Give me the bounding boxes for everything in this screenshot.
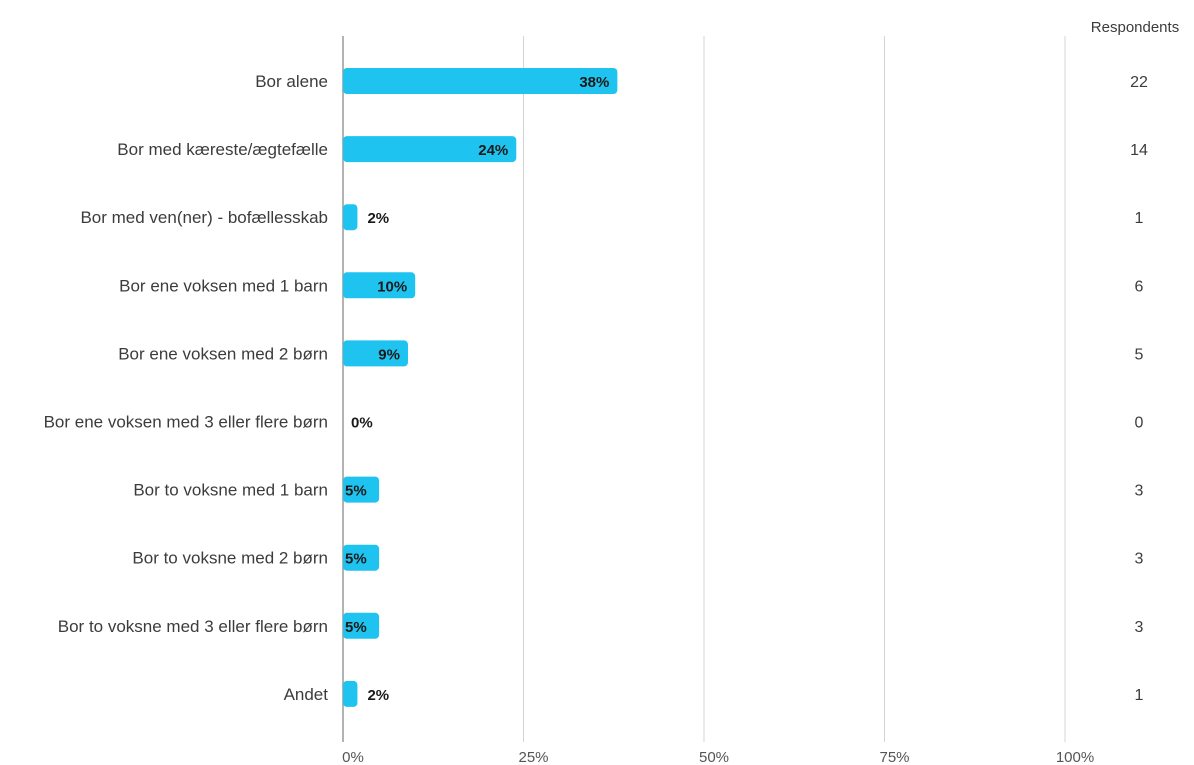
value-label: 10% — [377, 278, 407, 295]
bar — [343, 136, 517, 163]
category-label: Bor ene voksen med 3 eller flere børn — [44, 413, 328, 432]
category-label: Bor med ven(ner) - bofællesskab — [80, 208, 328, 227]
value-label: 24% — [478, 142, 508, 159]
x-tick-label: 25% — [518, 749, 548, 765]
bar — [343, 272, 416, 299]
category-label: Bor to voksne med 1 barn — [133, 481, 328, 500]
bar — [343, 204, 358, 231]
category-labels: Bor alene Bor med kæreste/ægtefælle Bor me… — [44, 72, 329, 704]
category-label: Bor ene voksen med 2 børn — [118, 344, 328, 363]
category-label: Andet — [284, 685, 329, 704]
respondents-header: Respondents — [1091, 19, 1179, 36]
respondent-count: 3 — [1135, 551, 1144, 568]
value-label: 2% — [367, 687, 389, 704]
x-tick-label: 75% — [879, 749, 909, 765]
bar — [343, 612, 380, 639]
bar — [343, 476, 380, 503]
value-label: 0% — [351, 415, 373, 432]
respondent-counts: 22 14 1 6 5 0 3 3 3 1 — [1130, 74, 1148, 704]
x-tick-label: 0% — [342, 749, 364, 765]
category-label: Bor alene — [255, 72, 328, 91]
value-label: 9% — [378, 346, 400, 363]
respondent-count: 22 — [1130, 74, 1148, 91]
value-label: 38% — [579, 74, 609, 91]
bars — [343, 68, 618, 707]
value-label: 5% — [345, 551, 367, 568]
bar — [343, 340, 408, 367]
category-label: Bor to voksne med 3 eller flere børn — [58, 617, 328, 636]
respondent-count: 1 — [1135, 210, 1144, 227]
category-label: Bor to voksne med 2 børn — [132, 549, 328, 568]
x-tick-label: 50% — [699, 749, 729, 765]
bar — [343, 680, 358, 707]
category-label: Bor med kæreste/ægtefælle — [117, 140, 328, 159]
respondent-count: 1 — [1135, 687, 1144, 704]
bar — [343, 544, 380, 571]
bar — [343, 68, 618, 94]
respondent-count: 5 — [1135, 346, 1144, 363]
respondent-count: 6 — [1135, 278, 1144, 295]
value-label: 2% — [367, 210, 389, 227]
value-label: 5% — [345, 619, 367, 636]
respondent-count: 3 — [1135, 483, 1144, 500]
value-label: 5% — [345, 483, 367, 500]
x-axis-tick-labels: 0% 25% 50% 75% 100% — [342, 749, 1094, 765]
respondent-count: 0 — [1135, 415, 1144, 432]
x-tick-label: 100% — [1056, 749, 1094, 765]
category-label: Bor ene voksen med 1 barn — [119, 276, 328, 295]
value-labels: 38% 24% 2% 10% 9% 0% 5% 5% 5% 2% — [345, 74, 609, 704]
respondent-count: 14 — [1130, 142, 1148, 159]
respondent-count: 3 — [1135, 619, 1144, 636]
